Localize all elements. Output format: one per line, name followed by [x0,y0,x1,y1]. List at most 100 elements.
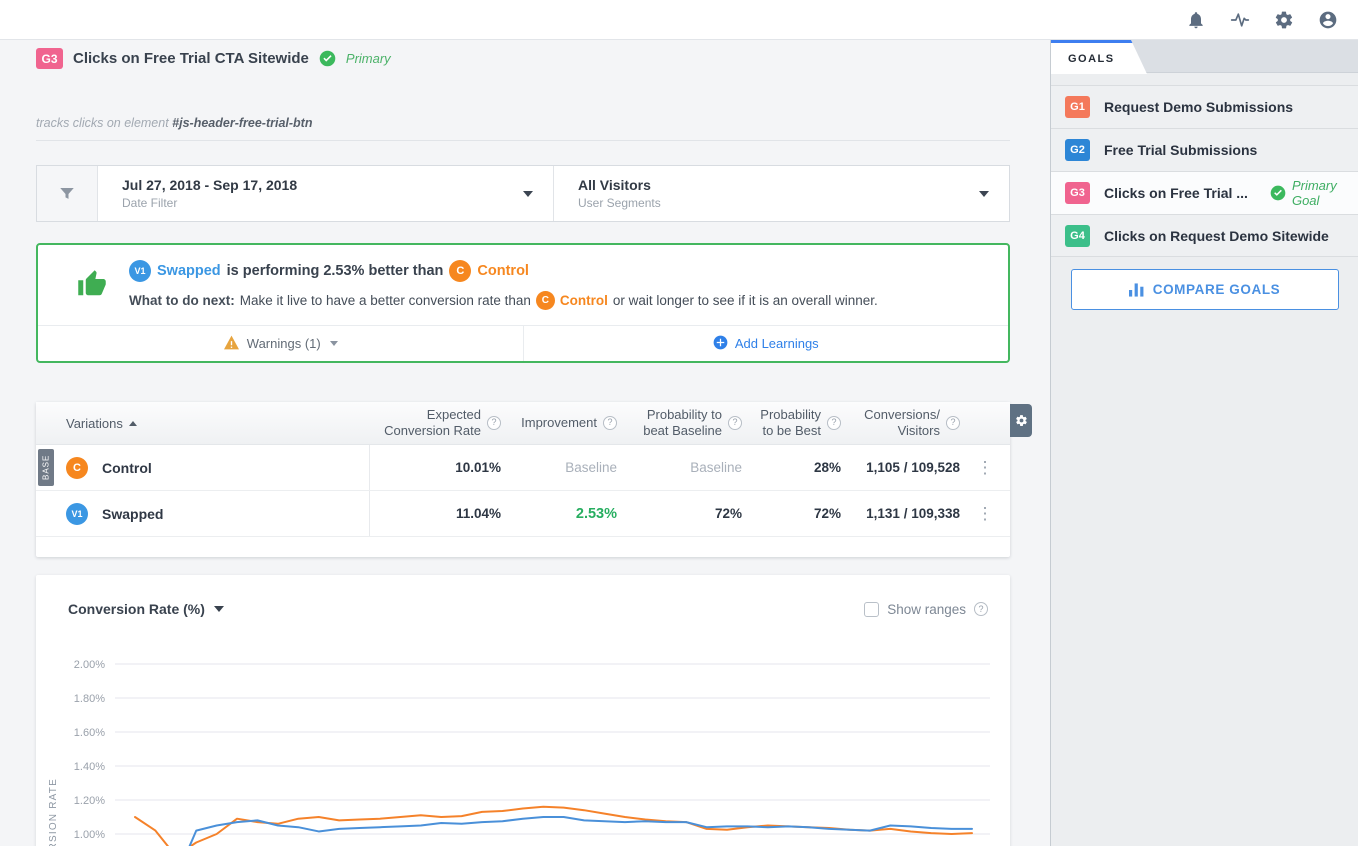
table-header-cell: Probability to be Best? [742,407,841,440]
probability-to-be-best-cell: 28% [813,460,841,475]
primary-check-icon [319,50,336,67]
probability-to-be-best-cell: 72% [813,506,841,521]
chart-header: Conversion Rate (%) Show ranges ? [36,575,1010,617]
variation-badge: C [66,456,88,479]
variation-name: Swapped [102,505,164,522]
conversions-visitors-cell: 1,105 / 109,528 [866,460,960,475]
help-icon[interactable]: ? [827,416,841,430]
sidebar-item-g3[interactable]: G3 Clicks on Free Trial ... Primary Goal [1051,171,1358,214]
help-icon[interactable]: ? [487,416,501,430]
notifications-icon[interactable] [1186,10,1206,30]
goal-badge: G1 [1065,96,1090,118]
variation-name: Swapped [157,263,221,279]
insight-next-steps: What to do next: Make it live to have a … [129,291,878,310]
topbar [0,0,1358,40]
primary-goal-indicator: Primary Goal [1270,178,1358,208]
filter-icon-button[interactable] [37,166,98,221]
y-axis-tick: 1.00% [74,829,105,841]
table-footer-pad [36,537,1010,557]
y-axis-tick: 1.20% [74,795,105,807]
sidebar-item-g2[interactable]: G2 Free Trial Submissions [1051,128,1358,171]
y-axis-tick: 2.00% [74,659,105,671]
goal-subtitle: tracks clicks on element #js-header-free… [36,116,312,130]
help-icon[interactable]: ? [946,416,960,430]
series-line-control [134,805,973,846]
goal-badge: G4 [1065,224,1090,247]
goals-tab-bar: GOALS [1051,40,1358,73]
date-filter-label: Date Filter [122,196,178,210]
series-line-swapped [188,816,973,846]
sidebar-item-g4[interactable]: G4 Clicks on Request Demo Sitewide [1051,214,1358,257]
user-segments-value: All Visitors [578,177,651,193]
filter-bar: Jul 27, 2018 - Sep 17, 2018 Date Filter … [36,165,1010,222]
goal-label: Request Demo Submissions [1104,99,1294,115]
column-header-label: Probability to beat Baseline [643,406,722,438]
variation-row-swapped: V1 Swapped 11.04% 2.53% 72% 72% 1,131 / 109,33… [36,491,1010,537]
chevron-down-icon [523,190,533,197]
expected-conversion-rate-cell: 10.01% [455,460,501,475]
table-body: BASE C Control 10.01% Baseline Baseline 28% 1,1… [36,445,1010,537]
date-filter-dropdown[interactable]: Jul 27, 2018 - Sep 17, 2018 Date Filter [98,166,553,221]
help-icon[interactable]: ? [728,416,742,430]
goals-list: G1 Request Demo Submissions G2 Free Trial S… [1051,85,1358,257]
thumbs-up-icon [77,269,107,301]
conversions-visitors-cell: 1,131 / 109,338 [866,506,960,521]
next-step-text-2: or wait longer to see if it is an overal… [612,293,878,308]
variation-badge: V1 [129,260,151,282]
user-segments-dropdown[interactable]: All Visitors User Segments [553,166,1009,221]
help-icon[interactable]: ? [603,416,617,430]
goal-badge: G3 [1065,182,1090,204]
primary-check-icon [1270,185,1286,202]
insight-headline: V1 Swapped is performing 2.53% better th… [129,260,878,282]
goal-label: Clicks on Free Trial ... [1104,185,1248,201]
insight-banner: V1 Swapped is performing 2.53% better th… [36,243,1010,363]
insight-body: V1 Swapped is performing 2.53% better th… [38,245,1008,325]
column-header-variations[interactable]: Variations [36,402,370,444]
expected-conversion-rate-cell: 11.04% [455,506,501,521]
show-ranges-control: Show ranges ? [864,601,988,617]
y-axis-tick: 1.60% [74,727,105,739]
column-header-label: Expected Conversion Rate [384,406,481,438]
variation-row-control: BASE C Control 10.01% Baseline Baseline 28% 1,1… [36,445,1010,491]
account-icon[interactable] [1318,10,1338,30]
warnings-toggle[interactable]: Warnings (1) [38,326,523,361]
y-axis-tick: 1.40% [74,761,105,773]
metric-dropdown[interactable]: Conversion Rate (%) [68,601,224,617]
header-divider [36,140,1010,141]
variation-name: Control [102,459,152,476]
table-header-cell: Improvement? [501,415,617,431]
goal-element-selector: #js-header-free-trial-btn [172,116,313,130]
table-settings-button[interactable] [1010,404,1032,437]
tab-goals[interactable]: GOALS [1051,40,1147,74]
variation-badge: V1 [66,502,88,525]
control-name: Control [477,263,529,279]
next-step-label: What to do next: [129,293,235,308]
gear-icon [1015,415,1027,426]
add-learnings-button[interactable]: Add Learnings [522,326,1009,361]
sidebar-item-g1[interactable]: G1 Request Demo Submissions [1051,85,1358,128]
table-header-cell: Expected Conversion Rate? [370,407,501,440]
settings-icon[interactable] [1274,10,1294,30]
show-ranges-label: Show ranges [887,601,966,617]
plus-circle-icon [713,335,728,353]
probability-beat-baseline-cell: Baseline [690,460,742,475]
next-step-text-1: Make it live to have a better conversion… [239,293,531,308]
row-menu-button[interactable]: ⋮ [976,504,994,523]
table-header-cell: Conversions/Visitors? [841,407,960,440]
compare-goals-button[interactable]: COMPARE GOALS [1070,269,1339,310]
show-ranges-checkbox[interactable] [864,601,880,617]
row-menu-button[interactable]: ⋮ [976,458,994,477]
goal-subtitle-text: tracks clicks on element [36,116,169,130]
variation-name-cell: BASE C Control [36,445,370,490]
control-badge: C [449,260,472,282]
column-header-label: Conversions/Visitors [864,406,940,438]
activity-icon[interactable] [1230,10,1250,30]
help-icon[interactable]: ? [974,602,988,616]
y-axis-tick: 1.80% [74,693,105,705]
goals-panel: GOALS G1 Request Demo Submissions G2 Free T… [1050,40,1358,846]
chevron-down-icon [329,341,338,346]
main-content: G3 Clicks on Free Trial CTA Sitewide Pri… [0,40,1050,846]
chevron-down-icon [979,190,989,197]
sort-ascending-icon [128,420,137,426]
